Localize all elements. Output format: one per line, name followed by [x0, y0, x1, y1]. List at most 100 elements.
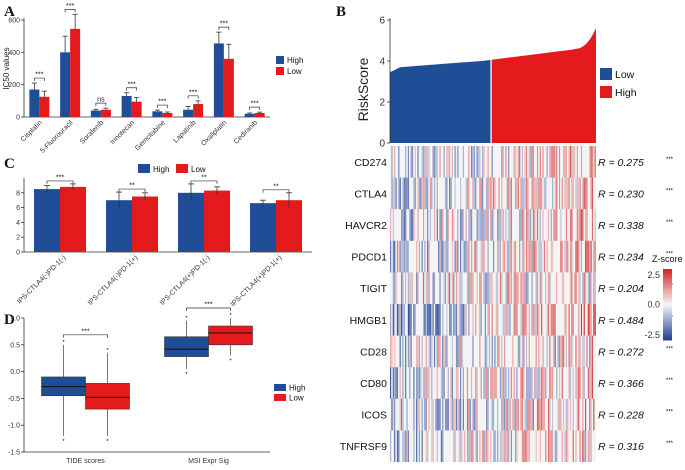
colorbar-segment [663, 292, 672, 296]
heatmap-cell [586, 177, 588, 210]
heatmap-cell [535, 177, 537, 210]
colorbar-segment [663, 318, 672, 322]
y-tick-label: 8 [16, 190, 20, 197]
heatmap-cell [428, 146, 430, 178]
heatmap-cell [491, 272, 493, 304]
y-tick-label: 1.0 [10, 316, 20, 323]
bar-high [213, 43, 224, 117]
r-significance: *** [666, 378, 674, 384]
heatmap-cell [455, 398, 458, 431]
heatmap-cell [578, 398, 580, 431]
heatmap-cell [479, 430, 481, 462]
heatmap-cell [420, 177, 422, 210]
heatmap-cell [421, 335, 423, 368]
heatmap-cell [572, 367, 574, 399]
heatmap-cell [542, 367, 544, 399]
heatmap-cell [523, 430, 525, 462]
heatmap-cell [468, 272, 470, 304]
heatmap-cell [534, 209, 536, 241]
heatmap-cell [513, 367, 515, 399]
heatmap-cell [502, 240, 504, 273]
significance-label: ns [97, 97, 105, 104]
heatmap-cell [531, 146, 533, 178]
heatmap-cell [436, 335, 438, 368]
heatmap-cell [587, 304, 589, 336]
heatmap-cell [491, 367, 493, 399]
heatmap-cell [424, 367, 426, 399]
heatmap-cell [440, 430, 442, 462]
heatmap-cell [578, 240, 580, 273]
significance-bracket [46, 180, 74, 184]
heatmap-cell [469, 430, 471, 462]
heatmap-cell [505, 367, 507, 399]
heatmap-cell [480, 177, 482, 210]
heatmap-cell [460, 304, 462, 336]
heatmap-cell [536, 177, 539, 210]
heatmap-cell [400, 304, 403, 336]
heatmap-cell [509, 177, 511, 210]
heatmap-cell [407, 177, 410, 210]
heatmap-cell [516, 304, 518, 336]
heatmap-cell [510, 272, 513, 304]
significance-bracket [262, 189, 290, 193]
heatmap-cell [572, 304, 574, 336]
significance-label: *** [220, 21, 228, 28]
heatmap-cell [539, 177, 541, 210]
heatmap-cell [578, 335, 580, 368]
legend-swatch-low [176, 164, 188, 173]
heatmap-cell [449, 272, 451, 304]
heatmap-cell [460, 430, 462, 462]
outlier-point [106, 439, 109, 441]
heatmap-cell [501, 335, 503, 368]
significance-label: *** [204, 302, 212, 309]
heatmap-cell [556, 272, 558, 304]
heatmap-cell [491, 146, 493, 178]
outlier-point [185, 315, 188, 318]
heatmap-cell [589, 430, 591, 462]
y-tick-label: 0 [16, 250, 20, 257]
heatmap-cell [392, 177, 394, 210]
heatmap-cell [497, 430, 499, 462]
heatmap-cell [520, 209, 522, 241]
heatmap-cell [482, 146, 484, 178]
heatmap-cell [565, 430, 567, 462]
heatmap-cell [433, 209, 436, 241]
heatmap-cell [454, 304, 456, 336]
heatmap-cell [521, 367, 524, 399]
heatmap-cell [457, 146, 459, 178]
heatmap-cell [488, 304, 491, 336]
heatmap-cell [520, 177, 522, 210]
heatmap-cell [399, 177, 401, 210]
heatmap-cell [553, 209, 555, 241]
heatmap-cell [523, 367, 525, 399]
heatmap-cell [443, 272, 445, 304]
heatmap-cell [469, 272, 471, 304]
heatmap-cell [552, 240, 554, 273]
heatmap-cell [517, 398, 519, 431]
heatmap-cell [530, 146, 532, 178]
heatmap-cell [549, 367, 551, 399]
colorbar-tick-label: -2.5 [644, 330, 660, 340]
colorbar-segment [663, 280, 672, 284]
heatmap-cell [440, 367, 442, 399]
heatmap-cell [432, 304, 434, 336]
heatmap-cell [406, 430, 408, 462]
heatmap-cell [572, 430, 574, 462]
colorbar-segment [663, 313, 672, 317]
heatmap-cell [471, 240, 473, 273]
heatmap-cell [585, 398, 587, 431]
heatmap-cell [390, 209, 392, 241]
heatmap-cell [411, 272, 414, 304]
heatmap-cell [483, 209, 485, 241]
heatmap-cell [514, 146, 517, 178]
heatmap-cell [545, 177, 547, 210]
heatmap-cell [523, 209, 525, 241]
heatmap-cell [482, 209, 484, 241]
significance-bracket [64, 8, 76, 13]
heatmap-cell [447, 272, 449, 304]
heatmap-cell [525, 272, 528, 304]
bar-low [276, 200, 302, 252]
heatmap-cell [558, 367, 561, 399]
heatmap-cell [506, 240, 508, 273]
heatmap-cell [487, 146, 489, 178]
